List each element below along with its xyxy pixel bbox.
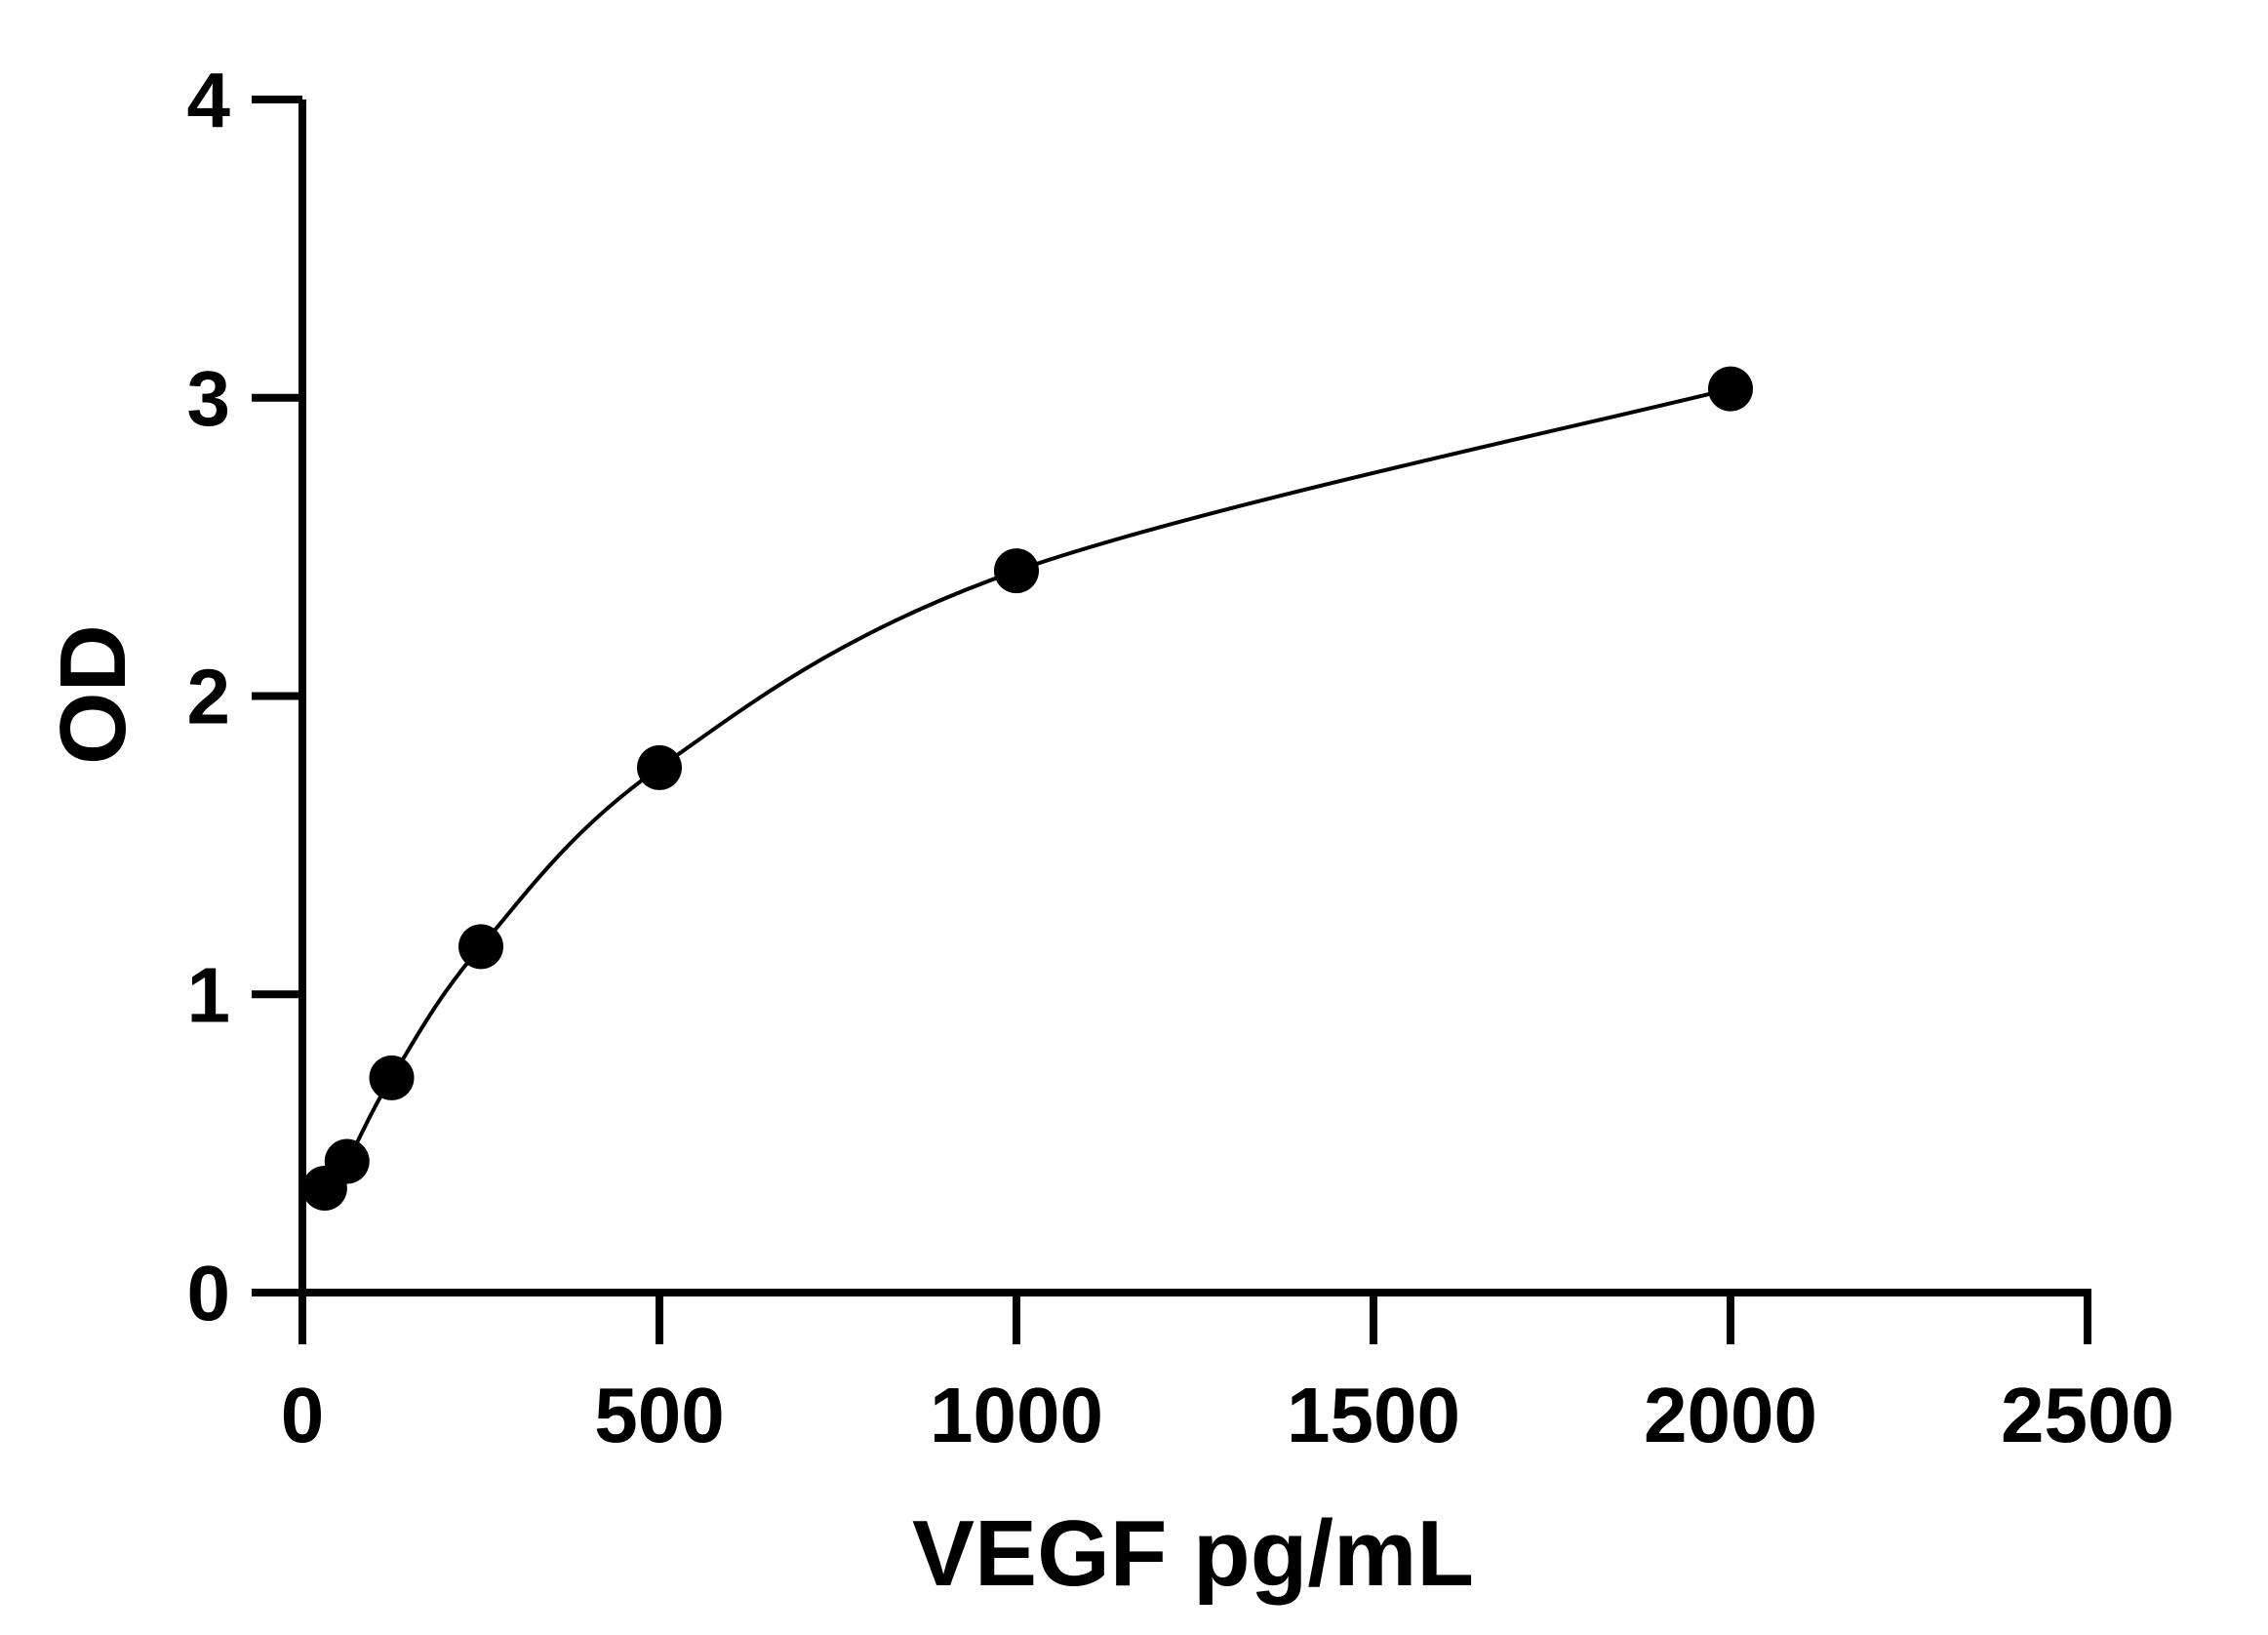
- y-tick-label: 0: [187, 1250, 231, 1336]
- x-axis-ticks: 0 500 1000 1500 2000 2500: [281, 1293, 2174, 1458]
- data-point: [369, 1055, 415, 1100]
- data-point: [324, 1138, 370, 1184]
- y-tick-label: 2: [187, 654, 231, 740]
- data-points: [301, 366, 1753, 1211]
- y-tick-label: 1: [187, 951, 231, 1038]
- x-tick-label: 500: [594, 1372, 724, 1458]
- x-tick-label: 2000: [1644, 1372, 1817, 1458]
- y-tick-label: 3: [187, 355, 231, 442]
- x-axis-title: VEGF pg/mL: [912, 1501, 1474, 1606]
- x-tick-label: 1500: [1287, 1372, 1460, 1458]
- data-point: [994, 548, 1039, 594]
- x-tick-label: 2500: [2001, 1372, 2174, 1458]
- x-tick-label: 0: [281, 1372, 325, 1458]
- data-point: [1708, 366, 1753, 412]
- y-axis-title: OD: [41, 624, 145, 765]
- y-tick-label: 4: [187, 57, 231, 143]
- x-tick-label: 1000: [930, 1372, 1103, 1458]
- fit-curve-line: [308, 386, 1731, 1202]
- y-axis-ticks: 0 1 2 3 4: [187, 57, 302, 1336]
- data-point: [458, 924, 503, 970]
- axes: [252, 100, 2091, 1344]
- data-point: [637, 744, 682, 790]
